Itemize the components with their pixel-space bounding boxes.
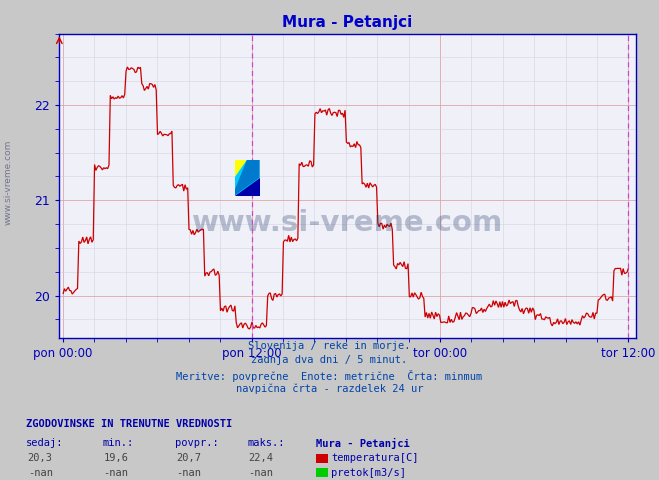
Text: 20,3: 20,3	[28, 453, 53, 463]
Text: 22,4: 22,4	[248, 453, 273, 463]
Text: zadnja dva dni / 5 minut.: zadnja dva dni / 5 minut.	[251, 355, 408, 365]
Polygon shape	[235, 178, 260, 195]
Text: sedaj:: sedaj:	[26, 438, 64, 448]
Text: temperatura[C]: temperatura[C]	[331, 453, 419, 463]
Text: povpr.:: povpr.:	[175, 438, 218, 448]
Text: navpična črta - razdelek 24 ur: navpična črta - razdelek 24 ur	[236, 384, 423, 395]
Text: 19,6: 19,6	[103, 453, 129, 463]
Text: 20,7: 20,7	[176, 453, 201, 463]
Text: Mura - Petanjci: Mura - Petanjci	[316, 438, 410, 449]
Title: Mura - Petanjci: Mura - Petanjci	[283, 15, 413, 30]
Polygon shape	[235, 159, 260, 195]
Text: -nan: -nan	[28, 468, 53, 478]
Text: min.:: min.:	[102, 438, 133, 448]
Text: pretok[m3/s]: pretok[m3/s]	[331, 468, 407, 478]
Polygon shape	[235, 159, 260, 195]
Text: www.si-vreme.com: www.si-vreme.com	[3, 140, 13, 225]
Text: maks.:: maks.:	[247, 438, 285, 448]
Text: -nan: -nan	[248, 468, 273, 478]
Text: -nan: -nan	[176, 468, 201, 478]
Text: www.si-vreme.com: www.si-vreme.com	[192, 209, 503, 237]
Text: ZGODOVINSKE IN TRENUTNE VREDNOSTI: ZGODOVINSKE IN TRENUTNE VREDNOSTI	[26, 419, 233, 429]
Text: -nan: -nan	[103, 468, 129, 478]
Text: Meritve: povprečne  Enote: metrične  Črta: minmum: Meritve: povprečne Enote: metrične Črta:…	[177, 370, 482, 382]
Text: Slovenija / reke in morje.: Slovenija / reke in morje.	[248, 341, 411, 351]
Polygon shape	[235, 159, 247, 178]
